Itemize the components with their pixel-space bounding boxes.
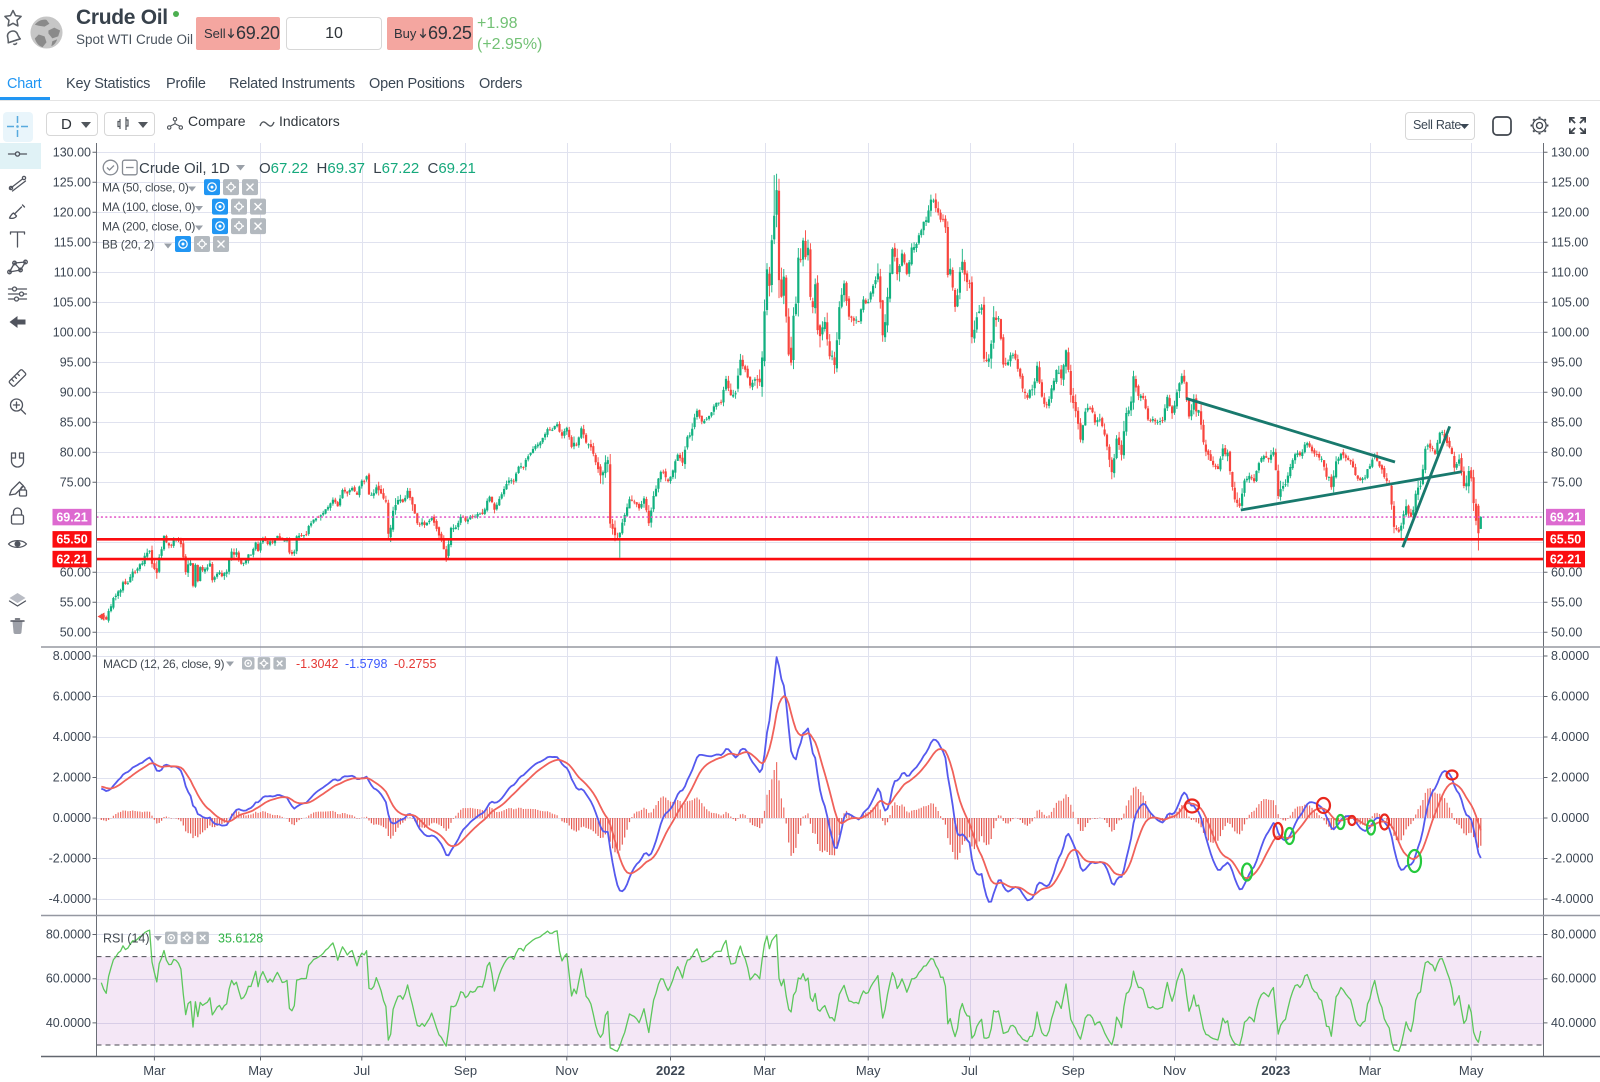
svg-text:125.00: 125.00 <box>1551 175 1589 189</box>
svg-text:110.00: 110.00 <box>1551 265 1588 279</box>
svg-text:8.0000: 8.0000 <box>53 649 91 663</box>
svg-text:120.00: 120.00 <box>1551 205 1589 219</box>
svg-text:125.00: 125.00 <box>53 175 91 189</box>
svg-text:100.00: 100.00 <box>1551 325 1589 339</box>
svg-text:May: May <box>856 1063 881 1078</box>
svg-text:100.00: 100.00 <box>53 325 91 339</box>
svg-text:80.00: 80.00 <box>60 445 91 459</box>
svg-text:Crude Oil, 1D: Crude Oil, 1D <box>139 160 230 177</box>
svg-text:0.0000: 0.0000 <box>53 811 91 825</box>
svg-text:80.0000: 80.0000 <box>46 928 91 942</box>
svg-text:8.0000: 8.0000 <box>1551 649 1589 663</box>
svg-text:-0.2755: -0.2755 <box>394 657 436 671</box>
svg-text:Sep: Sep <box>454 1063 477 1078</box>
svg-text:105.00: 105.00 <box>53 295 91 309</box>
svg-text:60.00: 60.00 <box>1551 565 1582 579</box>
svg-text:-4.0000: -4.0000 <box>1551 892 1593 906</box>
svg-text:6.0000: 6.0000 <box>1551 690 1589 704</box>
svg-text:-2.0000: -2.0000 <box>1551 852 1593 866</box>
svg-text:Mar: Mar <box>753 1063 776 1078</box>
svg-text:4.0000: 4.0000 <box>53 730 91 744</box>
svg-text:2.0000: 2.0000 <box>53 771 91 785</box>
svg-text:Mar: Mar <box>1359 1063 1382 1078</box>
svg-text:50.00: 50.00 <box>60 625 91 639</box>
svg-text:95.00: 95.00 <box>1551 355 1582 369</box>
svg-text:62.21: 62.21 <box>56 552 87 566</box>
svg-text:60.0000: 60.0000 <box>1551 972 1596 986</box>
svg-text:MA (200, close, 0): MA (200, close, 0) <box>102 220 195 234</box>
svg-text:40.0000: 40.0000 <box>46 1016 91 1030</box>
svg-text:May: May <box>1459 1063 1484 1078</box>
svg-text:50.00: 50.00 <box>1551 625 1582 639</box>
svg-text:130.00: 130.00 <box>1551 145 1589 159</box>
svg-text:85.00: 85.00 <box>60 415 91 429</box>
svg-text:90.00: 90.00 <box>1551 385 1582 399</box>
svg-text:75.00: 75.00 <box>60 475 91 489</box>
svg-text:35.6128: 35.6128 <box>218 932 263 946</box>
svg-text:-1.5798: -1.5798 <box>345 657 387 671</box>
svg-text:105.00: 105.00 <box>1551 295 1589 309</box>
svg-text:110.00: 110.00 <box>54 265 91 279</box>
svg-text:65.50: 65.50 <box>1550 533 1581 547</box>
svg-text:90.00: 90.00 <box>60 385 91 399</box>
svg-text:May: May <box>248 1063 273 1078</box>
svg-text:85.00: 85.00 <box>1551 415 1582 429</box>
svg-text:Mar: Mar <box>143 1063 166 1078</box>
svg-text:55.00: 55.00 <box>1551 595 1582 609</box>
svg-text:69.21: 69.21 <box>1550 510 1581 524</box>
svg-text:60.00: 60.00 <box>60 565 91 579</box>
svg-text:2.0000: 2.0000 <box>1551 771 1589 785</box>
svg-text:-2.0000: -2.0000 <box>49 852 91 866</box>
svg-text:MA (50, close, 0): MA (50, close, 0) <box>102 181 189 195</box>
svg-text:MA (100, close, 0): MA (100, close, 0) <box>102 200 195 214</box>
svg-text:Sep: Sep <box>1062 1063 1085 1078</box>
svg-text:95.00: 95.00 <box>60 355 91 369</box>
svg-text:55.00: 55.00 <box>60 595 91 609</box>
svg-text:-1.3042: -1.3042 <box>296 657 338 671</box>
svg-text:Jul: Jul <box>353 1063 370 1078</box>
svg-text:115.00: 115.00 <box>1551 235 1588 249</box>
svg-text:RSI (14): RSI (14) <box>103 932 150 946</box>
svg-text:2022: 2022 <box>656 1063 685 1078</box>
svg-text:120.00: 120.00 <box>53 205 91 219</box>
svg-text:O67.22 H69.37 L67.22 C69.21: O67.22 H69.37 L67.22 C69.21 <box>259 160 476 177</box>
svg-text:40.0000: 40.0000 <box>1551 1016 1596 1030</box>
svg-text:6.0000: 6.0000 <box>53 690 91 704</box>
svg-text:Nov: Nov <box>1163 1063 1187 1078</box>
svg-text:65.50: 65.50 <box>56 533 87 547</box>
svg-text:75.00: 75.00 <box>1551 475 1582 489</box>
svg-text:80.00: 80.00 <box>1551 445 1582 459</box>
svg-text:2023: 2023 <box>1261 1063 1290 1078</box>
svg-text:69.21: 69.21 <box>56 510 87 524</box>
svg-text:60.0000: 60.0000 <box>46 972 91 986</box>
svg-text:MACD (12, 26, close, 9): MACD (12, 26, close, 9) <box>103 657 224 671</box>
svg-text:Jul: Jul <box>961 1063 978 1078</box>
svg-text:BB (20, 2): BB (20, 2) <box>102 238 154 252</box>
svg-text:4.0000: 4.0000 <box>1551 730 1589 744</box>
svg-text:115.00: 115.00 <box>54 235 91 249</box>
svg-text:Nov: Nov <box>555 1063 579 1078</box>
svg-text:62.21: 62.21 <box>1550 552 1581 566</box>
svg-text:80.0000: 80.0000 <box>1551 928 1596 942</box>
svg-text:130.00: 130.00 <box>53 145 91 159</box>
svg-text:0.0000: 0.0000 <box>1551 811 1589 825</box>
svg-text:-4.0000: -4.0000 <box>49 892 91 906</box>
